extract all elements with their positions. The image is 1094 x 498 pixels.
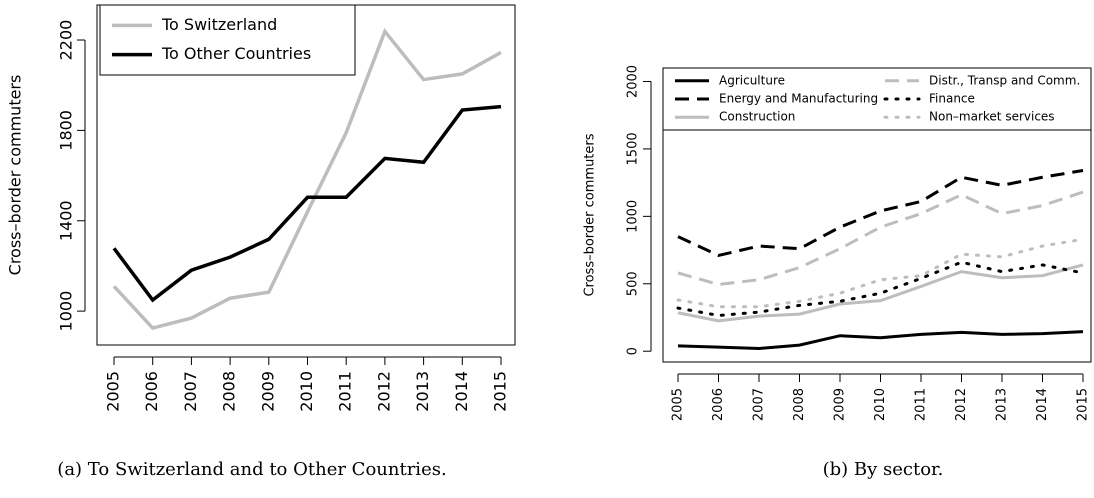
series-line [676,260,1085,317]
legend-label: To Other Countries [161,44,311,63]
y-tick-label: 1500 [626,132,641,165]
series-line [677,263,1084,323]
x-tick-label: 2015 [1076,388,1091,421]
chart-panel: 1000 1400 1800 2200 Cross–border commuters 20… [6,4,516,480]
x-tick-label: 2006 [711,388,726,421]
y-axis-title: Cross–border commuters [583,133,598,296]
legend-label: Finance [929,92,975,106]
x-tick-label: 2014 [1035,388,1050,421]
y-tick-label: 2200 [57,20,76,61]
x-tick-label: 2011 [914,388,929,421]
y-tick-label: 1800 [57,110,76,151]
series-line [112,104,502,303]
series-line [676,237,1085,309]
legend-label: Energy and Manufacturing [719,92,878,106]
x-tick-label: 2006 [142,371,161,412]
series-line [677,330,1084,351]
y-tick-label: 1000 [57,291,76,332]
series-line [677,169,1084,258]
caption: (b) By sector. [823,459,944,480]
y-axis-title: Cross–border commuters [6,75,25,276]
x-tick-label: 2013 [413,371,432,412]
x-tick-label: 2012 [374,371,393,412]
x-tick-label: 2005 [104,371,123,412]
x-tick-label: 2007 [181,371,200,412]
series-line [112,27,502,331]
caption: (a) To Switzerland and to Other Countrie… [57,459,446,480]
legend-label: Agriculture [719,73,785,87]
x-tick-label: 2009 [833,388,848,421]
y-tick-label: 1000 [626,200,641,233]
y-tick-label: 1400 [57,200,76,241]
x-tick-label: 2007 [752,388,767,421]
chart-panel: 0 500 1000 1500 2000 Cross–border commuters 20… [583,65,1092,480]
legend-label: Construction [719,110,795,124]
x-tick-label: 2010 [297,371,316,412]
series-line [677,190,1084,286]
x-tick-label: 2008 [220,371,239,412]
x-tick-label: 2009 [258,371,277,412]
y-tick-label: 0 [626,347,641,355]
x-tick-label: 2011 [336,371,355,412]
legend-box [662,67,1092,131]
legend-label: Distr., Transp and Comm. [929,73,1080,87]
x-tick-label: 2014 [452,371,471,412]
x-tick-label: 2012 [954,388,969,421]
y-tick-label: 2000 [626,65,641,98]
x-tick-label: 2010 [873,388,888,421]
x-tick-label: 2015 [491,371,510,412]
x-tick-label: 2013 [995,388,1010,421]
x-tick-label: 2005 [671,388,686,421]
legend-label: To Switzerland [161,15,277,34]
legend-label: Non–market services [929,110,1055,124]
y-tick-label: 500 [626,271,641,296]
legend-box [99,4,356,76]
x-tick-label: 2008 [792,388,807,421]
